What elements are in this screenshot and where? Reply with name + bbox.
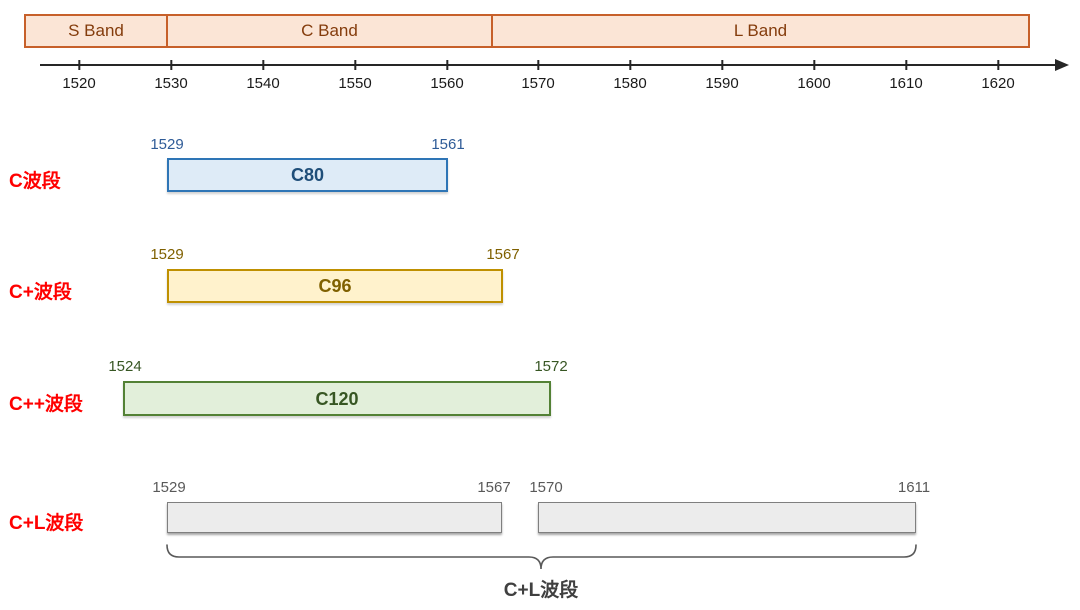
tick-mark bbox=[813, 60, 815, 70]
axis-tick-label: 1530 bbox=[154, 75, 188, 92]
cl-segment1-box bbox=[167, 502, 502, 533]
band-bar: S Band C Band L Band bbox=[24, 14, 1030, 48]
c80-start-label: 1529 bbox=[150, 136, 184, 153]
tick-mark bbox=[446, 60, 448, 70]
axis-tick-1530: 1530 bbox=[154, 60, 188, 92]
wavelength-axis-line bbox=[40, 64, 1059, 66]
tick-mark bbox=[997, 60, 999, 70]
cl-segment2-box bbox=[538, 502, 916, 533]
row-label-c-plus-band: C+波段 bbox=[9, 282, 72, 303]
axis-tick-1620: 1620 bbox=[981, 60, 1015, 92]
row-label-c-band: C波段 bbox=[9, 171, 61, 192]
axis-tick-1600: 1600 bbox=[797, 60, 831, 92]
axis-tick-1610: 1610 bbox=[889, 60, 923, 92]
axis-tick-1540: 1540 bbox=[246, 60, 280, 92]
axis-tick-label: 1540 bbox=[246, 75, 280, 92]
tick-mark bbox=[262, 60, 264, 70]
c120-start-label: 1524 bbox=[108, 358, 142, 375]
axis-tick-1580: 1580 bbox=[613, 60, 647, 92]
axis-tick-label: 1570 bbox=[521, 75, 555, 92]
tick-mark bbox=[905, 60, 907, 70]
cl-segment1-end-label: 1567 bbox=[477, 479, 511, 496]
band-segment-c: C Band bbox=[166, 16, 491, 46]
tick-mark bbox=[78, 60, 80, 70]
brace-label: C+L波段 bbox=[503, 580, 579, 601]
axis-tick-1570: 1570 bbox=[521, 60, 555, 92]
axis-tick-label: 1550 bbox=[338, 75, 372, 92]
axis-tick-label: 1560 bbox=[430, 75, 464, 92]
band-segment-l: L Band bbox=[491, 16, 1028, 46]
c96-end-label: 1567 bbox=[486, 246, 520, 263]
row-label-c-plus-plus-band: C++波段 bbox=[9, 394, 83, 415]
axis-tick-label: 1610 bbox=[889, 75, 923, 92]
axis-tick-label: 1580 bbox=[613, 75, 647, 92]
c80-box: C80 bbox=[167, 158, 448, 192]
tick-mark bbox=[354, 60, 356, 70]
c96-start-label: 1529 bbox=[150, 246, 184, 263]
c120-end-label: 1572 bbox=[534, 358, 568, 375]
axis-tick-1560: 1560 bbox=[430, 60, 464, 92]
row-label-c-plus-l-band: C+L波段 bbox=[9, 513, 84, 534]
axis-tick-label: 1590 bbox=[705, 75, 739, 92]
axis-tick-1590: 1590 bbox=[705, 60, 739, 92]
axis-tick-label: 1620 bbox=[981, 75, 1015, 92]
cl-segment2-start-label: 1570 bbox=[529, 479, 563, 496]
axis-tick-label: 1520 bbox=[62, 75, 96, 92]
tick-mark bbox=[629, 60, 631, 70]
c80-end-label: 1561 bbox=[431, 136, 465, 153]
axis-tick-label: 1600 bbox=[797, 75, 831, 92]
c96-box: C96 bbox=[167, 269, 503, 303]
tick-mark bbox=[537, 60, 539, 70]
axis-tick-1520: 1520 bbox=[62, 60, 96, 92]
axis-tick-1550: 1550 bbox=[338, 60, 372, 92]
axis-arrow-icon bbox=[1055, 59, 1069, 71]
band-segment-s: S Band bbox=[68, 21, 124, 40]
tick-mark bbox=[170, 60, 172, 70]
cl-segment1-start-label: 1529 bbox=[152, 479, 186, 496]
cl-segment2-end-label: 1611 bbox=[897, 479, 931, 496]
tick-mark bbox=[721, 60, 723, 70]
c120-box: C120 bbox=[123, 381, 551, 416]
